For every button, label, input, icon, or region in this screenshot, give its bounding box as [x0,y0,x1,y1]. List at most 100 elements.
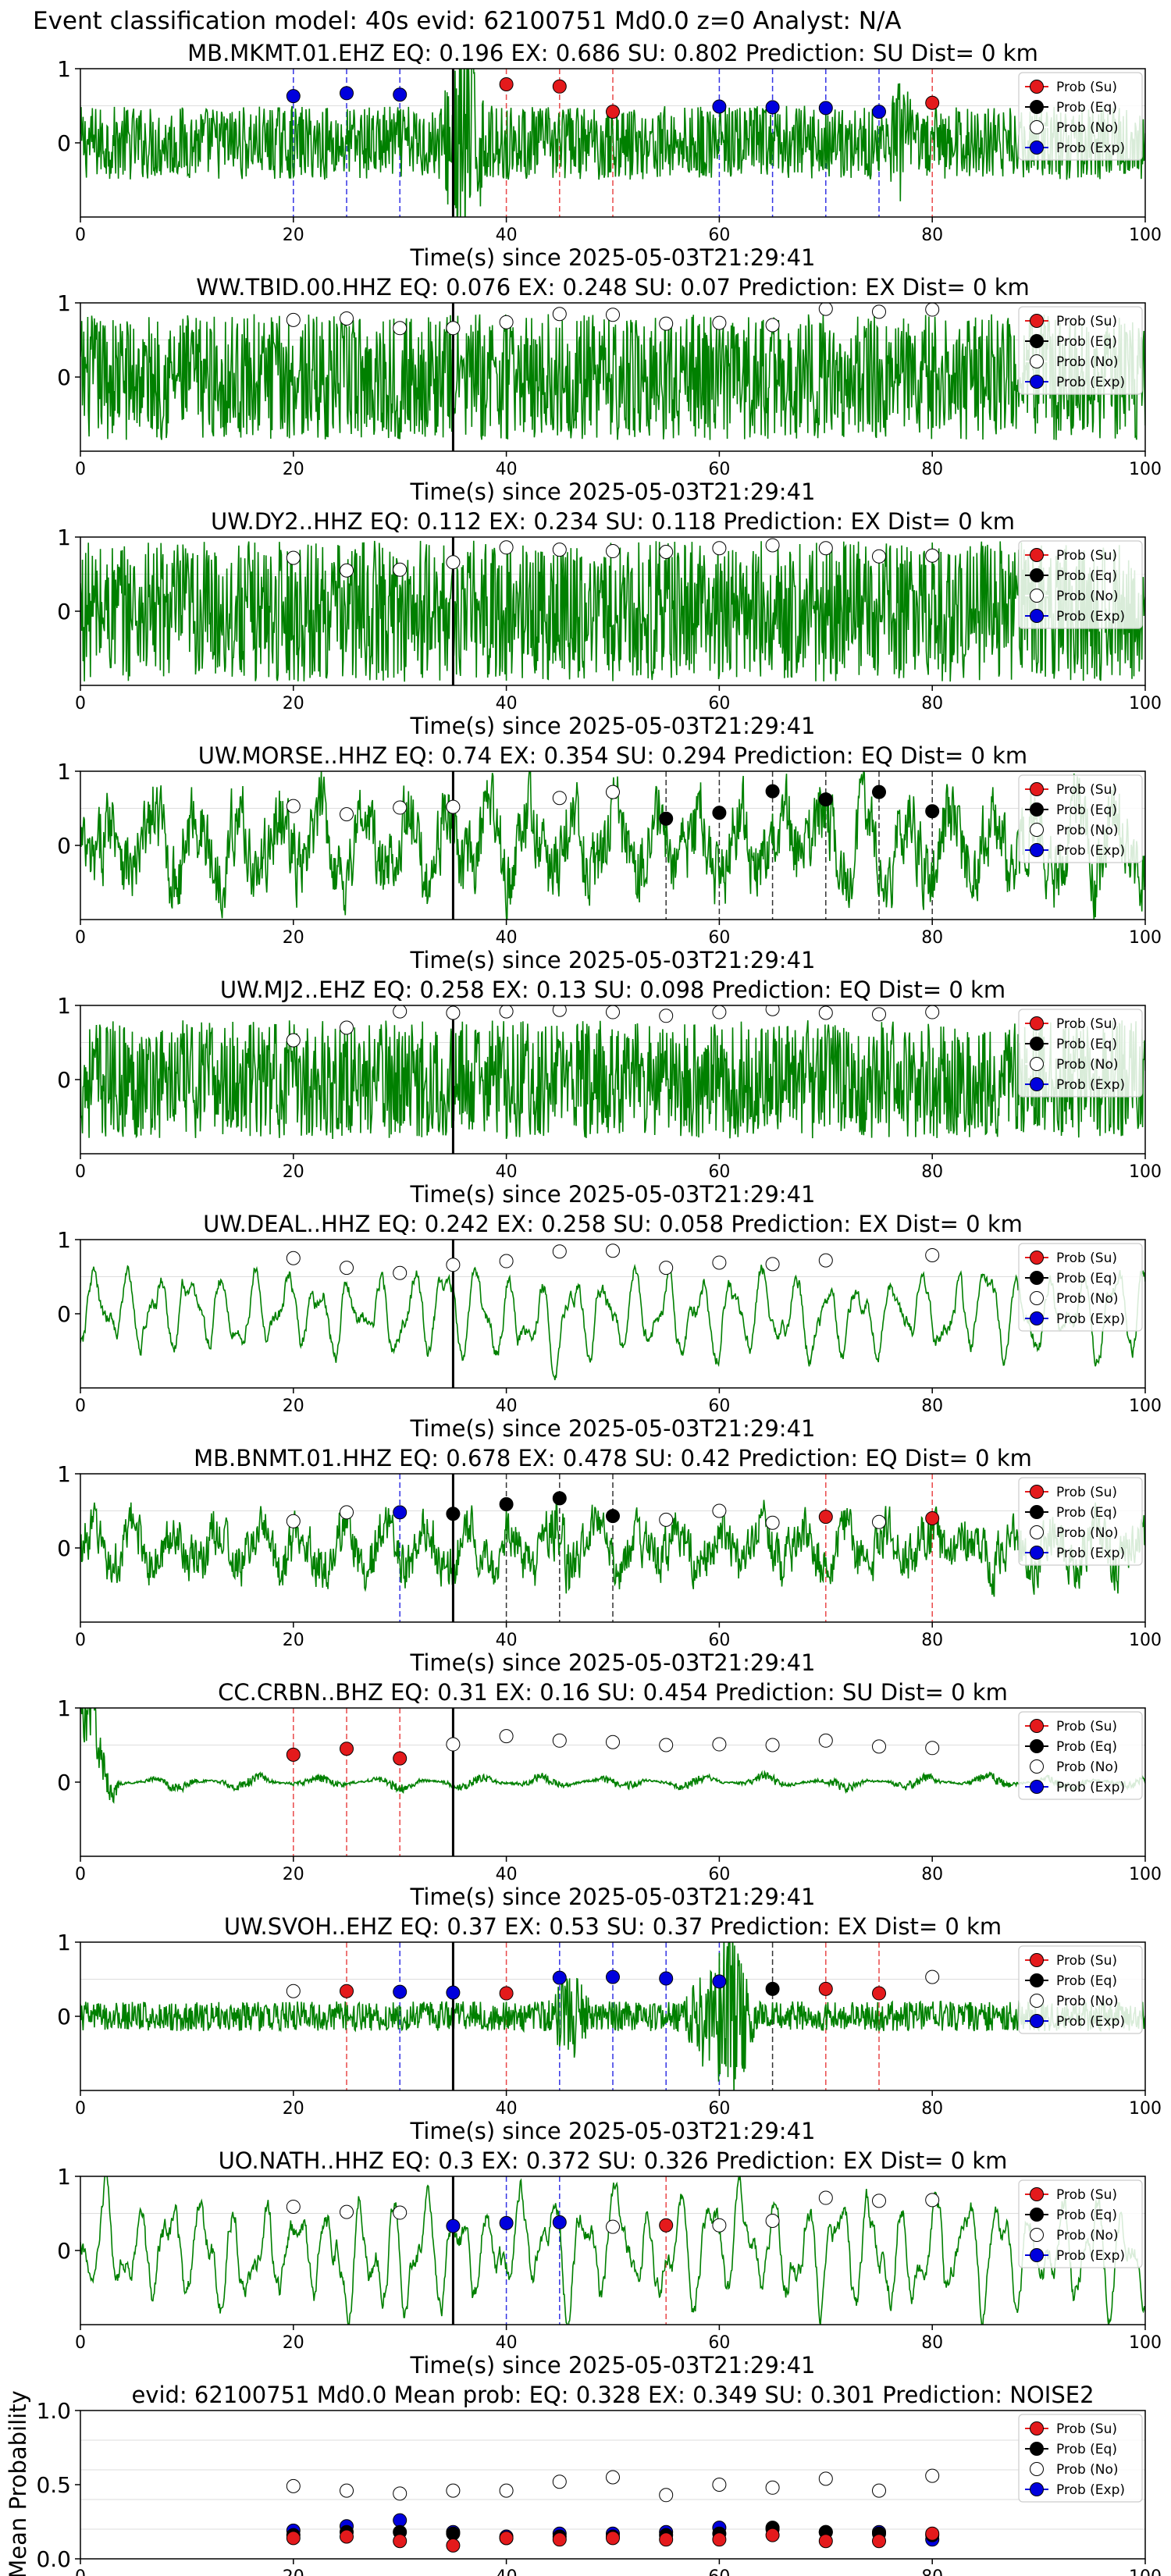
prob-point [393,2205,408,2220]
x-tick-label: 20 [283,1397,304,1416]
x-tick-label: 80 [921,2099,943,2119]
x-axis-label: Time(s) since 2025-05-03T21:29:41 [410,1884,816,1910]
prob-point [872,1514,886,1529]
legend-marker-eq [1030,334,1044,348]
y-tick-label: 1 [57,1227,71,1253]
prob-point [393,800,408,815]
x-tick-label: 40 [496,2333,518,2353]
waveform-trace [80,1942,1145,2090]
legend-label-eq: Prob (Eq) [1056,100,1117,116]
waveform-trace [80,1263,1145,1381]
x-tick-label: 40 [496,460,518,479]
legend-marker-exp [1030,1546,1044,1560]
waveform-trace [80,540,1145,682]
legend-label-exp: Prob (Exp) [1056,1546,1125,1561]
x-tick-label: 40 [496,1631,518,1650]
prob-point [552,1733,567,1748]
legend-item-exp: Prob (Exp) [1025,2014,1125,2030]
prob-point [606,308,620,322]
mean-prob-point [818,2534,833,2549]
x-tick-label: 0 [75,694,86,713]
x-tick-label: 80 [921,928,943,948]
legend-marker-eq [1030,1271,1044,1285]
legend-item-exp: Prob (Exp) [1025,1546,1125,1561]
mean-prob-point [393,2486,408,2501]
prob-point [872,1739,886,1754]
legend-item-su: Prob (Su) [1025,2421,1117,2437]
x-axis-label: Time(s) since 2025-05-03T21:29:41 [410,1415,816,1442]
mean-probability-panel: 0 20 40 60 80 100 1.0 0.5 0.0 evid: 62100751 Md0.… [5,2382,1162,2576]
prob-point [286,799,301,813]
prob-point [340,1020,354,1035]
legend-item-eq: Prob (Eq) [1025,1505,1117,1521]
legend-item-eq: Prob (Eq) [1025,100,1117,116]
mean-prob-point [446,2483,461,2498]
legend-frame [1018,1477,1143,1566]
legend-item-eq: Prob (Eq) [1025,802,1117,818]
station-panel: 0 20 40 60 80 100 1 0 UW.DY2..HHZ EQ: 0.112 EX: … [57,508,1162,739]
y-tick-label: 1 [57,56,71,82]
legend-marker-eq [1030,1037,1044,1051]
legend-label-eq: Prob (Eq) [1056,1037,1117,1052]
legend-item-no: Prob (No) [1025,1291,1119,1307]
prob-point [552,1005,567,1017]
x-tick-label: 60 [708,1631,730,1650]
legend-item-su: Prob (Su) [1025,1251,1117,1266]
legend-label-su: Prob (Su) [1056,782,1117,798]
prob-point [446,555,461,570]
prob-point [499,2215,514,2230]
waveform-trace [80,1019,1145,1140]
prob-point [712,806,727,820]
legend-label-eq: Prob (Eq) [1056,2442,1117,2457]
prob-point [340,1984,354,1998]
mean-prob-point [340,2483,354,2498]
prob-point [286,1251,301,1265]
legend-marker-no [1030,2462,1044,2476]
x-tick-label: 40 [496,1162,518,1182]
panel-title: MB.BNMT.01.HHZ EQ: 0.678 EX: 0.478 SU: 0… [194,1445,1032,1471]
y-tick-label: 0.5 [36,2472,71,2498]
legend-marker-no [1030,1057,1044,1071]
x-tick-label: 0 [75,1631,86,1650]
waveform-trace [80,313,1145,440]
prob-point [872,105,886,119]
x-tick-label: 20 [283,1631,304,1650]
prob-point [872,1986,886,2001]
legend-item-exp: Prob (Exp) [1025,375,1125,390]
mean-prob-point [552,2532,567,2547]
station-panel: 0 20 40 60 80 100 1 0 UO.NATH..HHZ EQ: 0.3 EX: 0… [57,2147,1162,2379]
x-tick-label: 100 [1129,2333,1162,2353]
prob-point [552,307,567,322]
x-axis-label: Time(s) since 2025-05-03T21:29:41 [410,1649,816,1676]
legend: Prob (Su) Prob (Eq) Prob (No) Prob (Exp) [1018,306,1143,395]
prob-point [446,1507,461,1521]
prob-point [659,545,674,559]
prob-point [606,1005,620,1019]
legend-label-no: Prob (No) [1056,2462,1119,2478]
legend: Prob (Su) Prob (Eq) Prob (No) Prob (Exp) [1018,1711,1143,1800]
station-panel: 0 20 40 60 80 100 1 0 UW.DEAL..HHZ EQ: 0.242 EX:… [57,1211,1162,1442]
prob-point [872,304,886,319]
station-panel: 0 20 40 60 80 100 1 0 MB.MKMT.01.EHZ EQ: 0.196 E… [57,40,1162,271]
prob-point [340,1261,354,1276]
legend-label-su: Prob (Su) [1056,2421,1117,2437]
y-tick-label: 0 [57,2004,71,2030]
plot-area [80,69,1145,217]
x-tick-label: 80 [921,226,943,245]
station-panel: 0 20 40 60 80 100 1 0 MB.BNMT.01.HHZ EQ: 0.678 E… [57,1445,1162,1676]
prob-point [925,1005,940,1019]
legend-label-eq: Prob (Eq) [1056,1739,1117,1755]
panel-title: UW.MJ2..EHZ EQ: 0.258 EX: 0.13 SU: 0.098… [220,977,1005,1003]
legend-item-exp: Prob (Exp) [1025,1780,1125,1795]
prob-point [552,1491,567,1506]
legend-label-exp: Prob (Exp) [1056,1311,1125,1327]
legend-marker-eq [1030,568,1044,582]
legend-marker-no [1030,823,1044,837]
legend-marker-no [1030,1291,1044,1305]
legend-marker-eq [1030,802,1044,817]
prob-point [659,811,674,826]
x-tick-label: 0 [75,1162,86,1182]
prob-point [925,1741,940,1756]
prob-point [552,791,567,806]
legend-item-su: Prob (Su) [1025,2187,1117,2203]
